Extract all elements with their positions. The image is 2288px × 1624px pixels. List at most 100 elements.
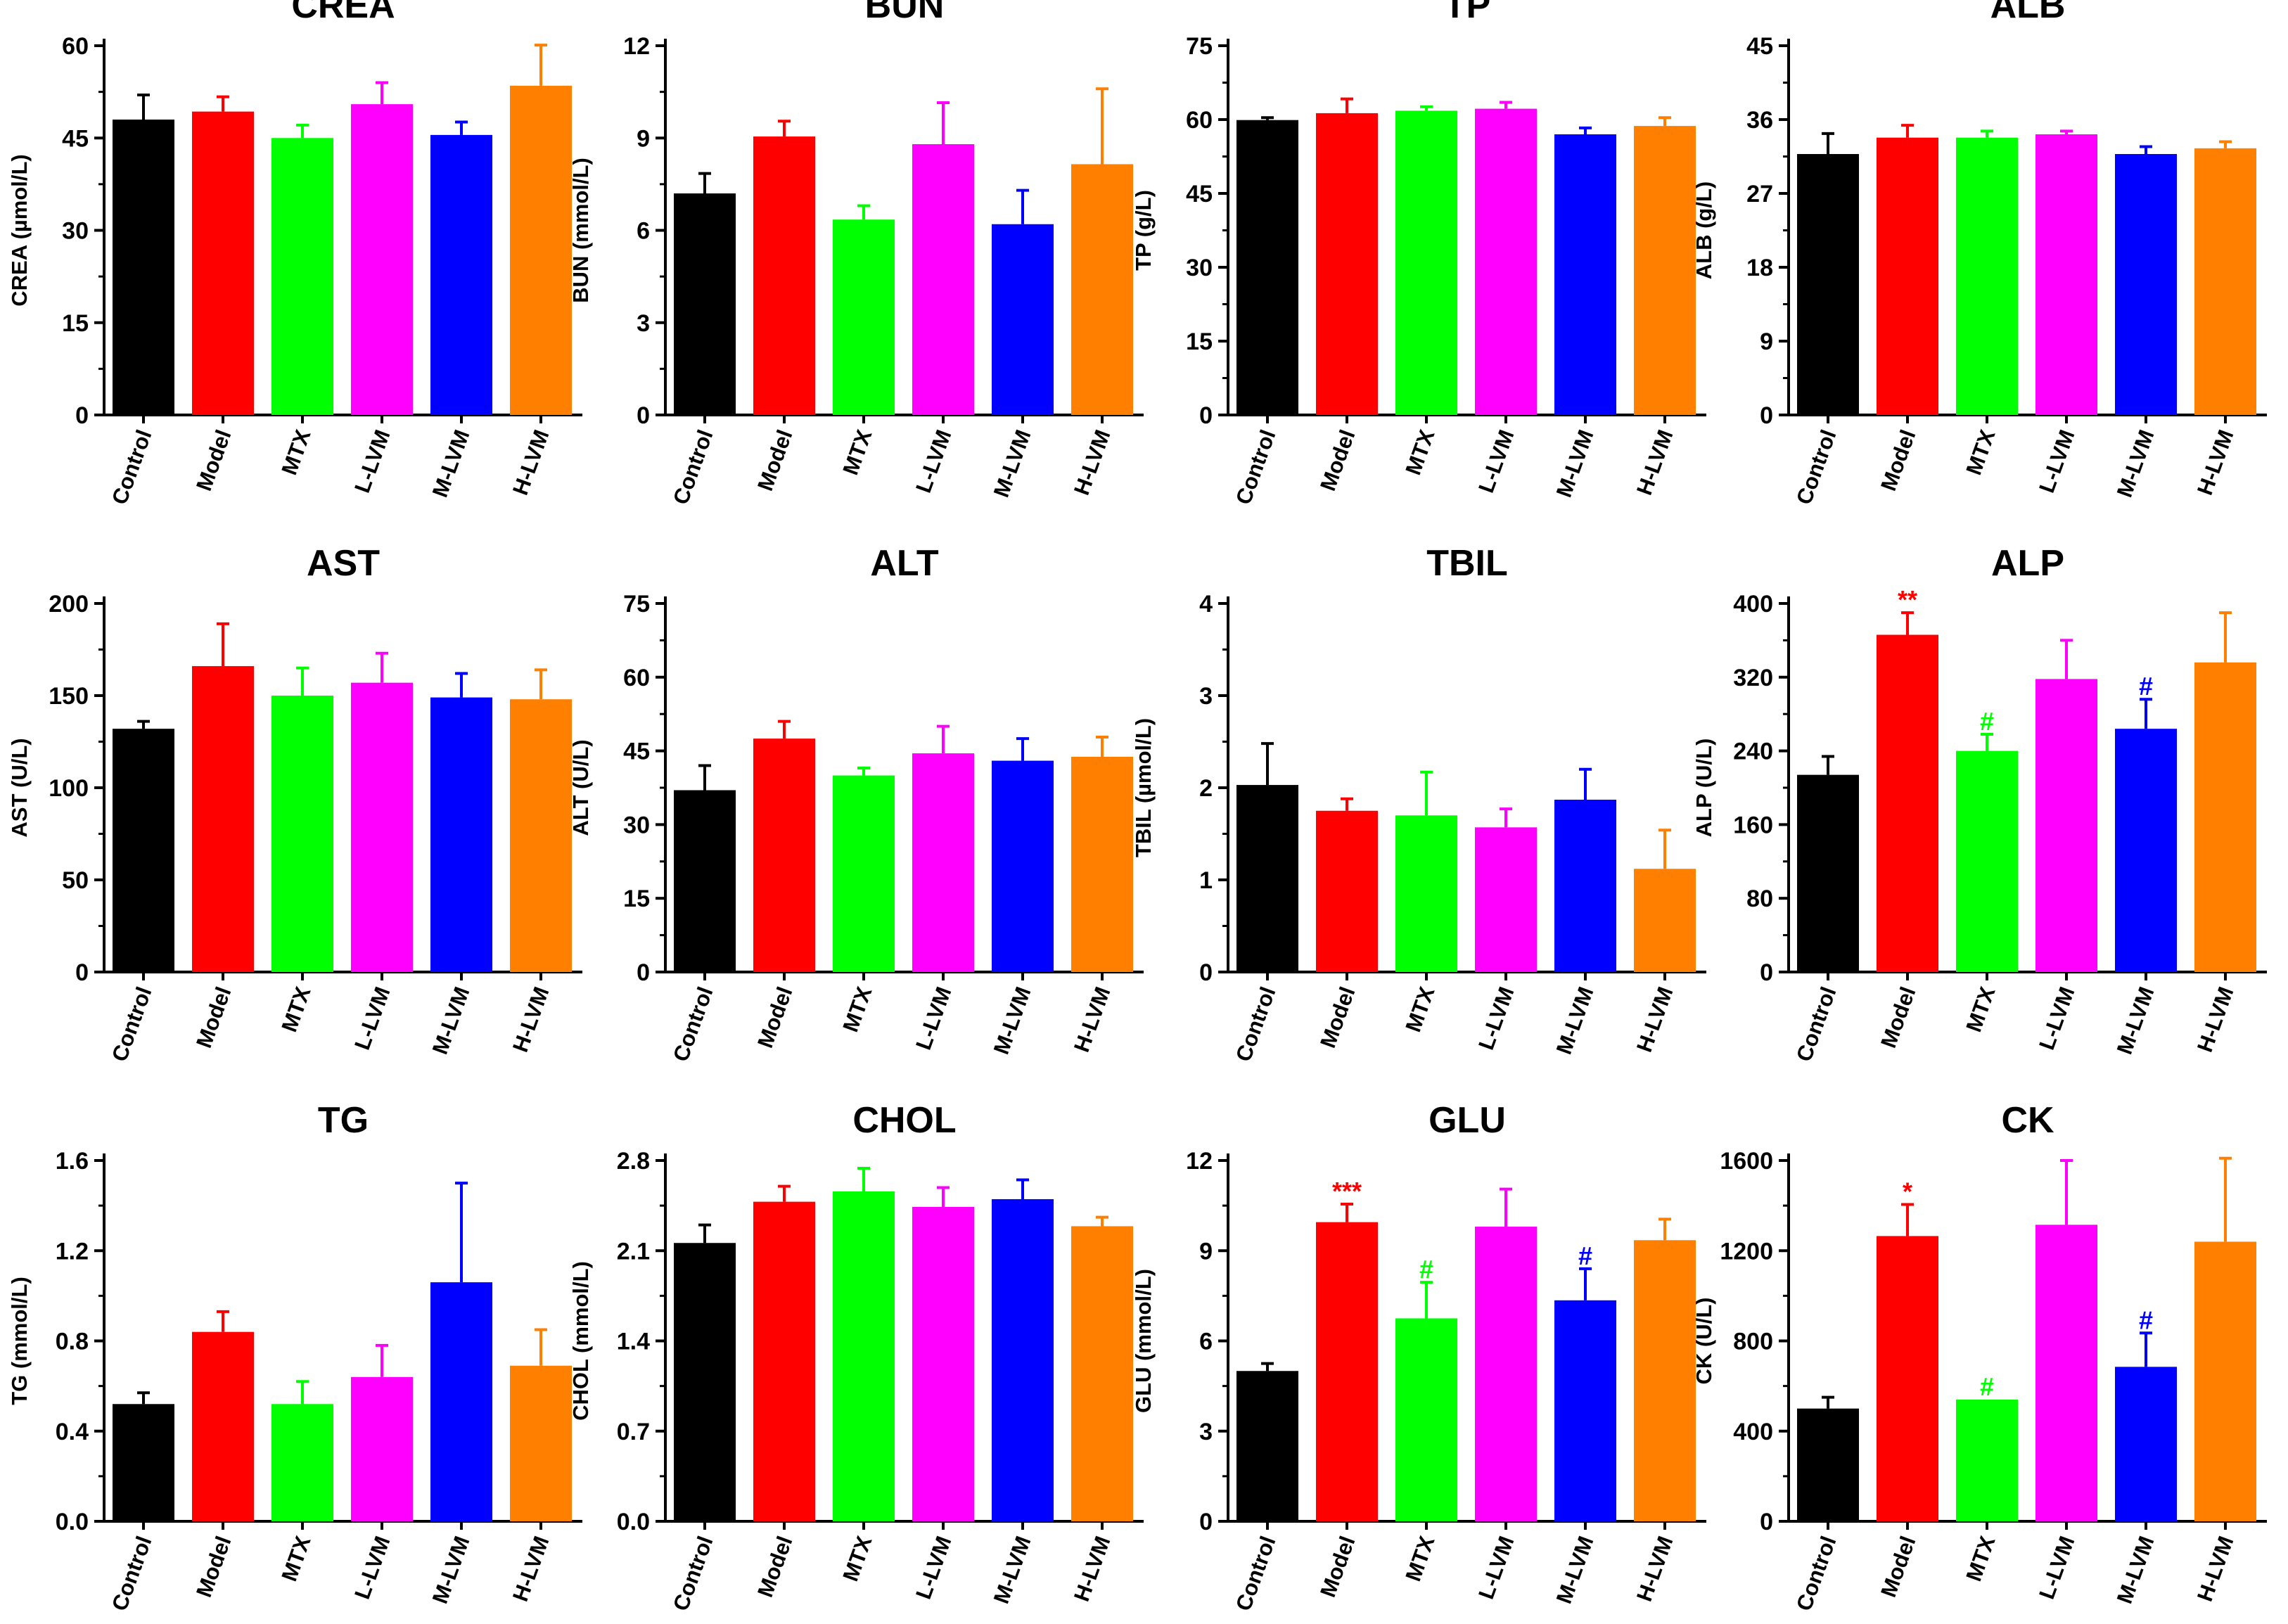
y-tick-label: 0: [75, 402, 89, 429]
y-tick-label: 0: [75, 959, 89, 986]
y-tick-label: 27: [1746, 181, 1773, 207]
significance-label: #: [1980, 707, 1994, 736]
bar-h-lvm: [1071, 1226, 1133, 1521]
bar-h-lvm: [510, 1365, 572, 1521]
y-axis-label: CK (U/L): [1692, 1298, 1716, 1385]
x-tick-label: L-LVM: [2034, 983, 2079, 1053]
bar-m-lvm: [992, 224, 1054, 415]
x-tick-label: H-LVM: [2192, 426, 2239, 498]
y-tick-label: 12: [1186, 1148, 1213, 1175]
y-axis-label: TBIL (µmol/L): [1131, 718, 1156, 857]
significance-label: #: [2139, 672, 2153, 701]
x-tick-label: H-LVM: [1632, 983, 1678, 1055]
significance-label: **: [1898, 585, 1917, 614]
bar-mtx: [271, 696, 333, 972]
y-tick-label: 18: [1746, 255, 1773, 281]
x-tick-label: M-LVM: [428, 1533, 475, 1606]
x-tick-label: Control: [668, 1533, 718, 1614]
panel-ck: CK CK (U/L) 0 400 800 1200 1600 Control Model * MT…: [1692, 1100, 2267, 1614]
bar-m-lvm: [2115, 1367, 2177, 1521]
bar-control: [674, 790, 736, 972]
bar-l-lvm: [2035, 134, 2097, 415]
x-tick-label: Control: [1231, 983, 1281, 1065]
x-tick-label: Control: [107, 1533, 157, 1614]
x-tick-label: Control: [107, 426, 157, 508]
panel-alb: ALB ALB (g/L) 0 9 18 27 36 45 Control Model MTX L-L…: [1692, 0, 2267, 508]
x-tick-label: MTX: [1400, 426, 1439, 478]
bar-h-lvm: [1634, 869, 1696, 972]
x-tick-label: L-LVM: [1474, 983, 1519, 1053]
y-tick-label: 0: [1760, 959, 1773, 986]
y-tick-label: 0.7: [617, 1419, 650, 1445]
panel-tbil: TBIL TBIL (µmol/L) 0 1 2 3 4 Control Model MTX L-L…: [1131, 543, 1706, 1065]
y-tick-label: 36: [1746, 107, 1773, 134]
bar-mtx: [1395, 815, 1457, 972]
x-tick-label: MTX: [838, 983, 876, 1035]
bar-mtx: [1395, 110, 1457, 415]
bar-h-lvm: [2194, 662, 2256, 972]
y-tick-label: 15: [623, 885, 650, 912]
bar-model: [192, 666, 254, 972]
y-axis-label: ALT (U/L): [568, 739, 593, 836]
bar-control: [1236, 785, 1298, 972]
y-tick-label: 75: [623, 591, 650, 618]
bar-m-lvm: [992, 1198, 1054, 1521]
y-tick-label: 60: [1186, 107, 1213, 134]
x-tick-label: Control: [1791, 983, 1841, 1065]
x-tick-label: MTX: [276, 426, 315, 478]
x-tick-label: Control: [1791, 1533, 1841, 1614]
x-tick-label: Control: [668, 426, 718, 508]
x-tick-label: M-LVM: [2112, 426, 2159, 500]
panel-title: TG: [318, 1100, 369, 1141]
y-tick-label: 0.8: [56, 1329, 89, 1355]
x-tick-label: M-LVM: [428, 983, 475, 1057]
bar-control: [1236, 120, 1298, 415]
bar-l-lvm: [1475, 108, 1537, 415]
y-axis-label: AST (U/L): [7, 738, 32, 837]
y-axis-label: ALB (g/L): [1692, 181, 1716, 279]
x-tick-label: Model: [1876, 983, 1921, 1051]
y-tick-label: 200: [49, 591, 89, 618]
bar-mtx: [833, 775, 895, 972]
y-axis-label: CHOL (mmol/L): [568, 1261, 593, 1421]
x-tick-label: H-LVM: [1632, 1533, 1678, 1604]
y-tick-label: 0: [637, 959, 650, 986]
y-tick-label: 2.1: [617, 1238, 650, 1265]
x-tick-label: Model: [191, 983, 236, 1051]
bar-mtx: [1956, 750, 2018, 972]
x-tick-label: Control: [107, 983, 157, 1065]
x-tick-label: Model: [1315, 983, 1360, 1051]
x-tick-label: L-LVM: [2034, 1533, 2079, 1602]
bar-control: [1797, 774, 1859, 972]
bar-mtx: [271, 1404, 333, 1521]
bar-control: [1797, 154, 1859, 415]
panel-glu: GLU GLU (mmol/L) 0 3 6 9 12 Control Model *** MTX #…: [1131, 1100, 1706, 1614]
panel-chol: CHOL CHOL (mmol/L) 0.0 0.7 1.4 2.1 2.8 Control M…: [568, 1100, 1144, 1614]
x-tick-label: L-LVM: [350, 426, 395, 496]
significance-label: *: [1903, 1177, 1912, 1206]
significance-label: #: [1980, 1372, 1994, 1401]
x-tick-label: M-LVM: [428, 426, 475, 500]
y-axis-label: CREA (µmol/L): [7, 154, 32, 306]
bar-control: [1797, 1408, 1859, 1521]
panel-alp: ALP ALP (U/L) 0 80 160 240 320 400 Control Model *…: [1692, 543, 2267, 1065]
y-tick-label: 3: [637, 310, 650, 337]
x-tick-label: H-LVM: [2192, 983, 2239, 1055]
y-tick-label: 800: [1733, 1329, 1773, 1355]
bar-l-lvm: [351, 104, 413, 415]
bar-mtx: [1956, 1399, 2018, 1521]
y-tick-label: 9: [637, 125, 650, 152]
x-tick-label: Control: [1231, 426, 1281, 508]
panel-title: CREA: [291, 0, 395, 26]
bar-model: [753, 1201, 815, 1521]
y-tick-label: 0: [1760, 402, 1773, 429]
y-tick-label: 0: [1760, 1509, 1773, 1535]
bar-l-lvm: [912, 1206, 974, 1521]
bar-model: [753, 136, 815, 415]
bar-h-lvm: [2194, 148, 2256, 416]
x-tick-label: MTX: [276, 1533, 315, 1585]
bar-h-lvm: [510, 85, 572, 415]
x-tick-label: M-LVM: [989, 983, 1036, 1057]
y-tick-label: 3: [1199, 683, 1213, 710]
y-tick-label: 1200: [1720, 1238, 1773, 1265]
